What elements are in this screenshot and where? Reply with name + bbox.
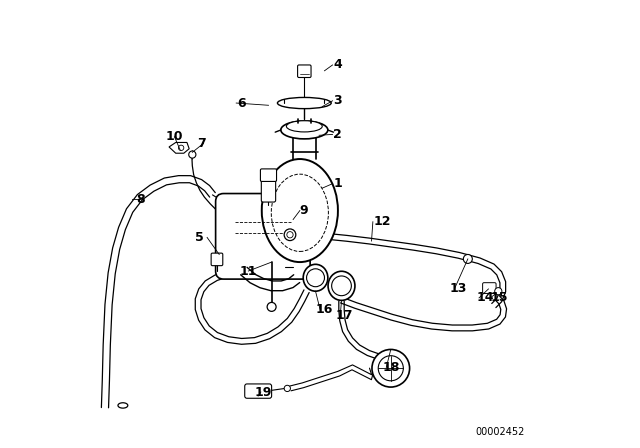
- Circle shape: [332, 276, 351, 296]
- Circle shape: [287, 232, 293, 238]
- Ellipse shape: [118, 403, 128, 408]
- Polygon shape: [169, 142, 189, 153]
- FancyBboxPatch shape: [216, 194, 310, 279]
- Circle shape: [284, 385, 291, 392]
- Circle shape: [189, 151, 196, 158]
- Polygon shape: [295, 232, 506, 308]
- Ellipse shape: [303, 264, 328, 291]
- FancyBboxPatch shape: [261, 178, 276, 202]
- Text: 5: 5: [195, 231, 204, 244]
- Text: 16: 16: [316, 302, 333, 316]
- Text: 3: 3: [333, 94, 342, 108]
- Polygon shape: [290, 365, 374, 391]
- FancyBboxPatch shape: [298, 65, 311, 78]
- Circle shape: [495, 288, 502, 295]
- Text: 12: 12: [374, 215, 391, 228]
- Polygon shape: [101, 176, 215, 408]
- Polygon shape: [340, 296, 507, 331]
- Circle shape: [179, 145, 184, 151]
- Ellipse shape: [328, 271, 355, 301]
- Ellipse shape: [281, 121, 328, 139]
- Circle shape: [463, 254, 472, 263]
- Text: 10: 10: [165, 130, 183, 143]
- Text: 9: 9: [300, 204, 308, 217]
- Text: 13: 13: [450, 282, 467, 296]
- Text: 14: 14: [477, 291, 494, 305]
- FancyBboxPatch shape: [211, 253, 223, 266]
- Ellipse shape: [262, 159, 338, 262]
- Text: 7: 7: [197, 137, 205, 150]
- Text: 15: 15: [490, 291, 508, 305]
- FancyBboxPatch shape: [483, 283, 496, 293]
- FancyBboxPatch shape: [244, 384, 271, 398]
- Circle shape: [378, 356, 403, 381]
- Polygon shape: [195, 271, 309, 344]
- Circle shape: [372, 349, 410, 387]
- Text: 17: 17: [336, 309, 353, 323]
- Text: 11: 11: [239, 264, 257, 278]
- Ellipse shape: [278, 97, 332, 109]
- Text: 00002452: 00002452: [476, 427, 525, 437]
- Text: 8: 8: [136, 193, 145, 206]
- Text: 4: 4: [333, 58, 342, 72]
- Text: 6: 6: [237, 96, 246, 110]
- Text: 18: 18: [383, 361, 400, 374]
- Circle shape: [284, 229, 296, 241]
- Polygon shape: [339, 301, 387, 360]
- Text: 2: 2: [333, 128, 342, 141]
- Circle shape: [267, 302, 276, 311]
- Circle shape: [307, 269, 324, 287]
- Text: 1: 1: [333, 177, 342, 190]
- Text: 19: 19: [255, 385, 273, 399]
- Polygon shape: [241, 267, 300, 291]
- FancyBboxPatch shape: [260, 169, 276, 181]
- Ellipse shape: [287, 121, 323, 132]
